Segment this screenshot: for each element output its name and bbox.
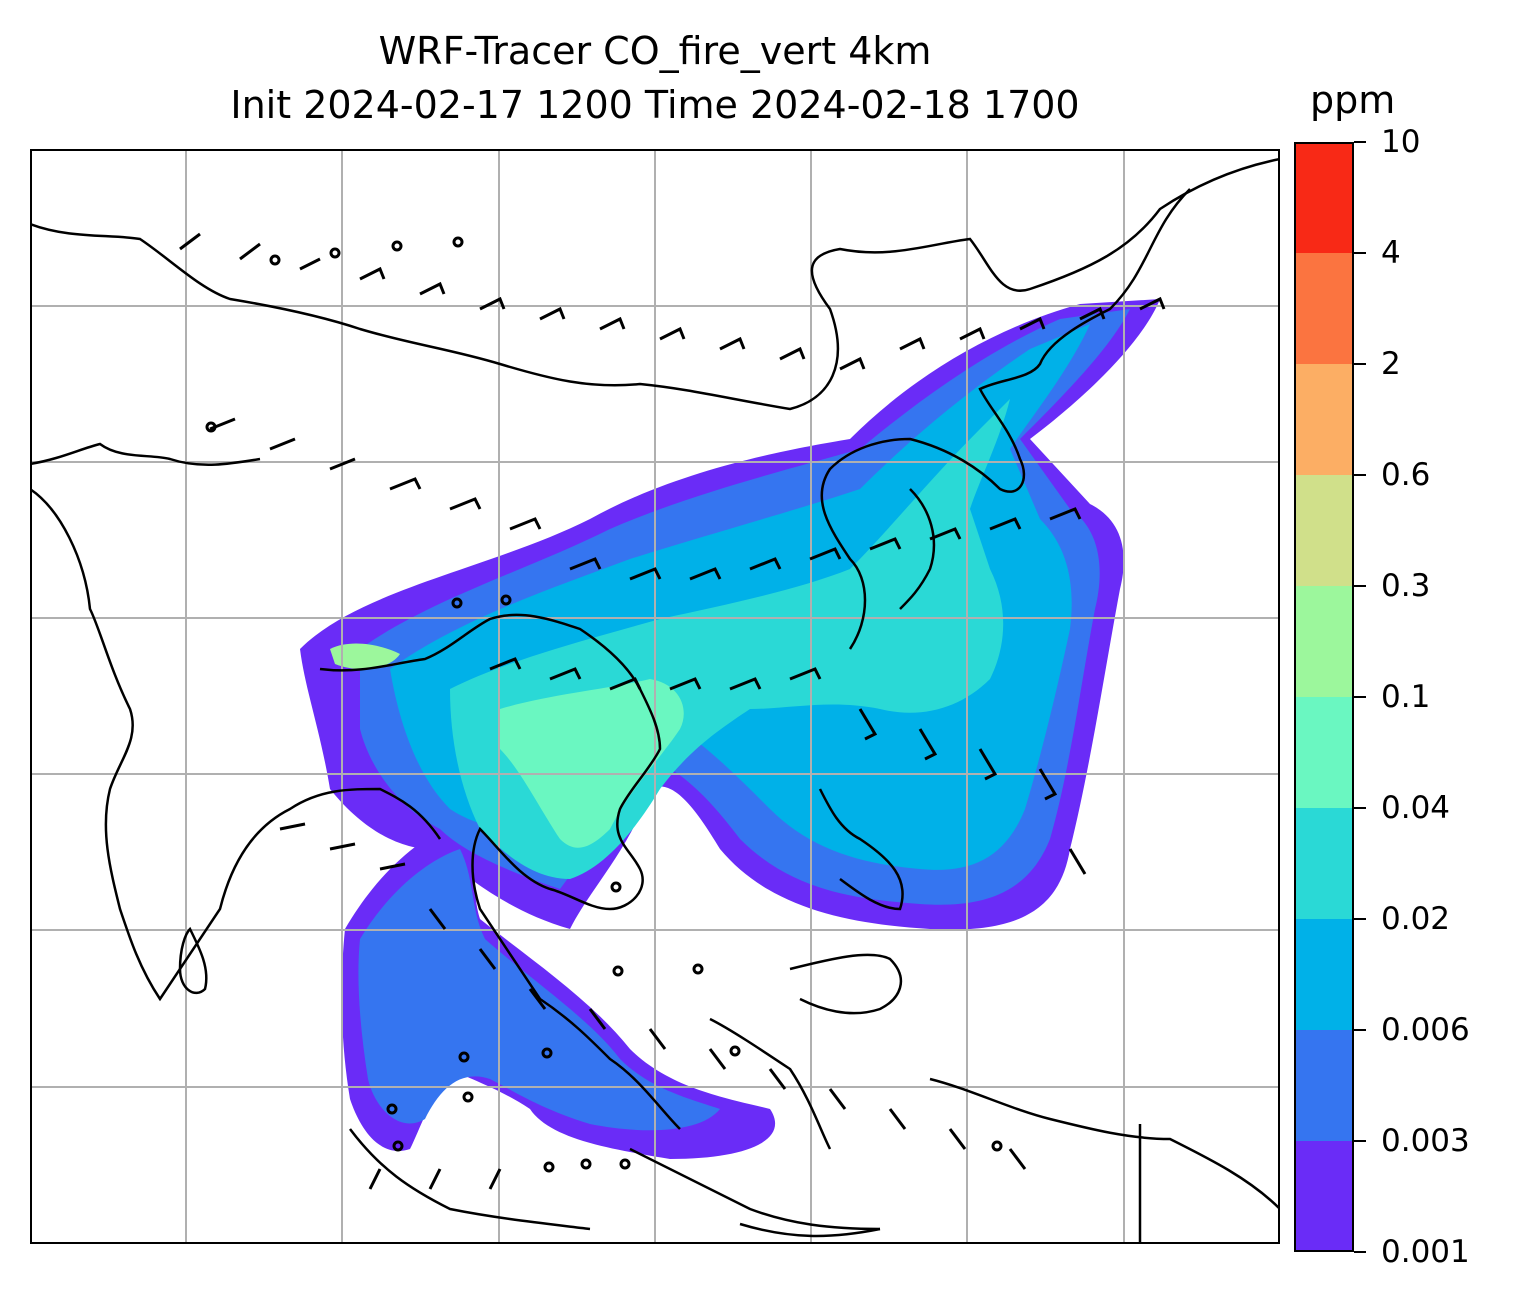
wind-barbs xyxy=(179,232,1166,1190)
colorbar-tick-label: 0.001 xyxy=(1381,1234,1470,1270)
colorbar-segment xyxy=(1294,142,1354,253)
colorbar-tick xyxy=(1354,363,1366,365)
colorbar-tick-label: 0.1 xyxy=(1381,679,1431,715)
colorbar-tick-label: 4 xyxy=(1381,235,1401,271)
colorbar-tick-label: 0.02 xyxy=(1381,901,1451,937)
colorbar-tick xyxy=(1354,696,1366,698)
colorbar-tick xyxy=(1354,141,1366,143)
colorbar-segment xyxy=(1294,919,1354,1030)
colorbar-unit-label: ppm xyxy=(1310,78,1396,122)
colorbar-tick-label: 0.6 xyxy=(1381,457,1431,493)
colorbar-tick-label: 0.3 xyxy=(1381,568,1431,604)
colorbar-tick xyxy=(1354,918,1366,920)
chart-title-line2: Init 2024-02-17 1200 Time 2024-02-18 170… xyxy=(230,83,1080,127)
map-panel xyxy=(30,149,1280,1244)
coastlines xyxy=(30,157,1280,1244)
colorbar-tick xyxy=(1354,1140,1366,1142)
colorbar-segment xyxy=(1294,1141,1354,1252)
colorbar-tick xyxy=(1354,1251,1366,1253)
colorbar-tick xyxy=(1354,1029,1366,1031)
colorbar-segment xyxy=(1294,364,1354,475)
map-gridlines xyxy=(30,149,1280,1244)
plume-level5 xyxy=(500,679,684,848)
colorbar-tick-label: 0.003 xyxy=(1381,1123,1470,1159)
colorbar-tick xyxy=(1354,807,1366,809)
colorbar-segment xyxy=(1294,253,1354,364)
colorbar-segment xyxy=(1294,586,1354,697)
colorbar-tick xyxy=(1354,474,1366,476)
colorbar-segment xyxy=(1294,475,1354,586)
co-concentration-field xyxy=(300,299,1160,1159)
map-frame xyxy=(30,149,1280,1244)
plume-level2-south xyxy=(358,849,720,1131)
colorbar-segment xyxy=(1294,697,1354,808)
colorbar-segment xyxy=(1294,808,1354,919)
colorbar-tick xyxy=(1354,585,1366,587)
colorbar-tick-label: 0.006 xyxy=(1381,1012,1470,1048)
plume-level6 xyxy=(330,643,400,670)
chart-title-line1: WRF-Tracer CO_fire_vert 4km xyxy=(378,29,932,73)
colorbar-tick xyxy=(1354,252,1366,254)
colorbar-segment xyxy=(1294,1030,1354,1141)
colorbar-tick-label: 0.04 xyxy=(1381,790,1451,826)
colorbar xyxy=(1294,142,1354,1252)
colorbar-tick-label: 10 xyxy=(1381,124,1421,160)
colorbar-tick-label: 2 xyxy=(1381,346,1401,382)
